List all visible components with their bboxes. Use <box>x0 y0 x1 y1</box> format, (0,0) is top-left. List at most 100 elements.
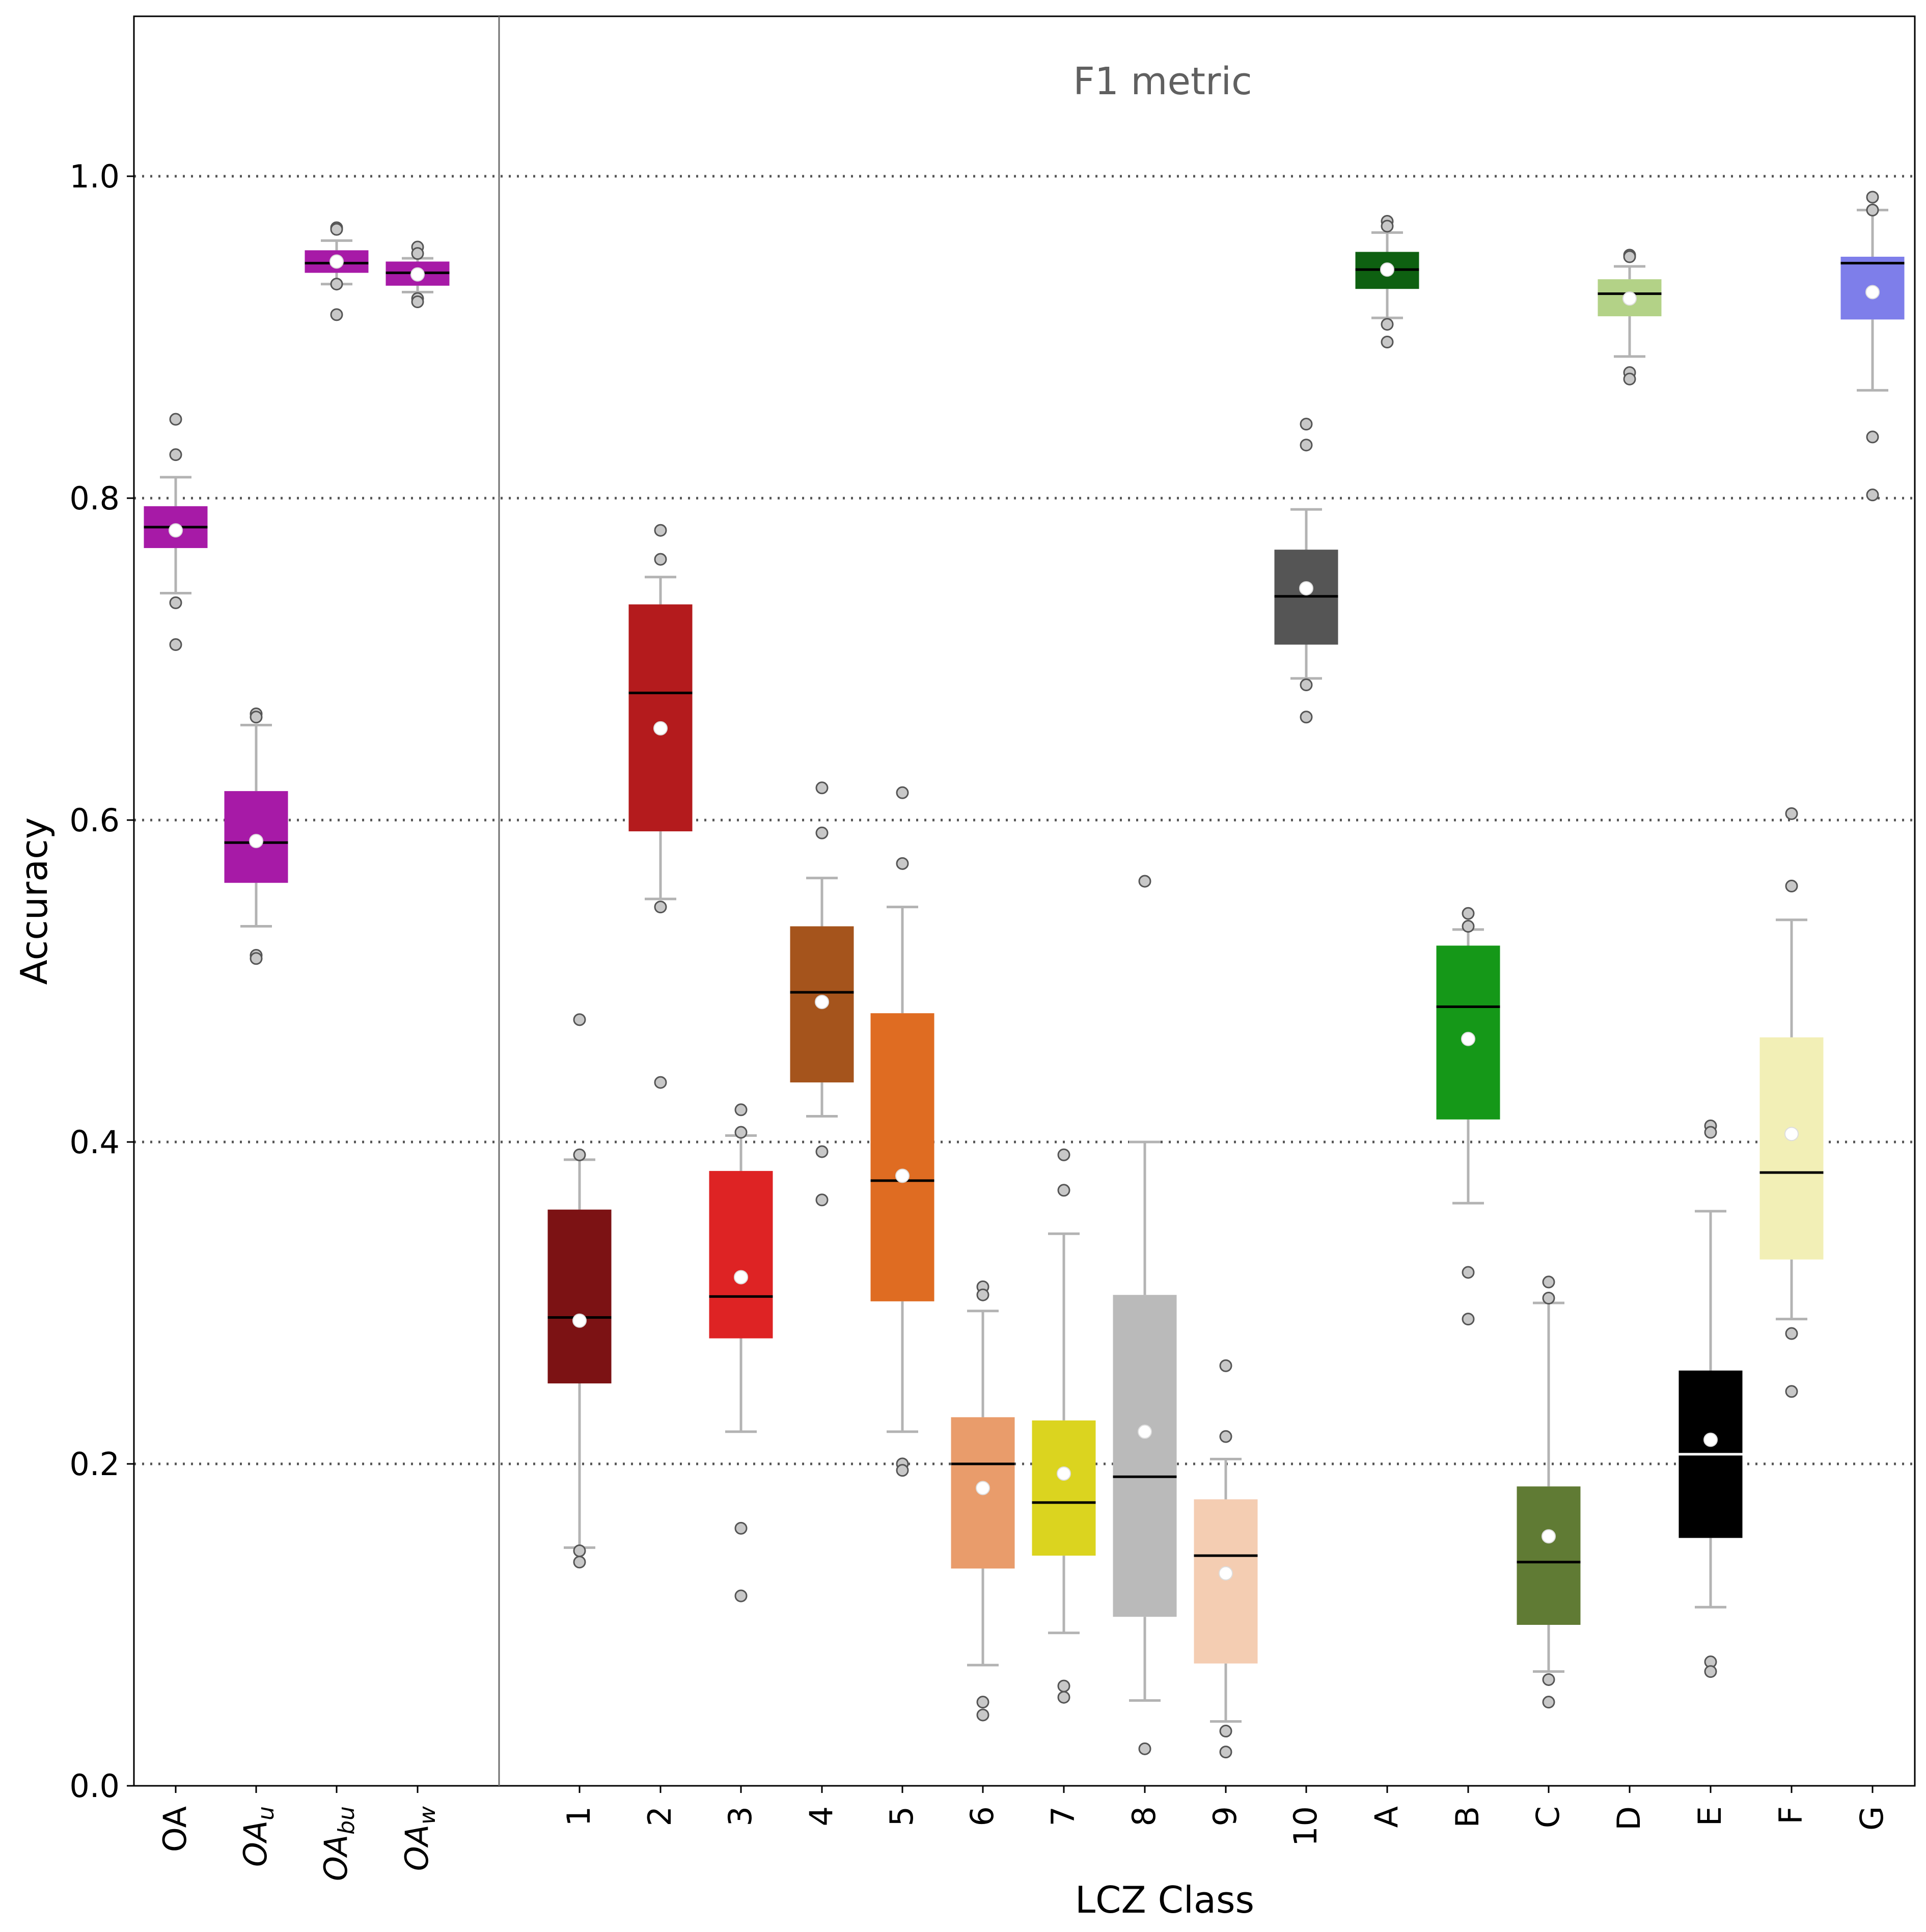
x-tick-label: D <box>1610 1806 1647 1831</box>
mean-marker <box>1057 1466 1071 1481</box>
outlier-point <box>1381 335 1394 348</box>
x-tick-label-text: 5 <box>883 1806 920 1826</box>
outlier-point <box>330 278 343 291</box>
outlier-point <box>330 308 343 321</box>
outlier-point <box>1381 220 1394 233</box>
x-tick-label: OAw <box>398 1806 441 1871</box>
outlier-point <box>1542 1696 1555 1709</box>
outlier-point <box>815 1145 829 1158</box>
x-tick-label-text: 2 <box>641 1806 678 1826</box>
outlier-point <box>896 786 909 799</box>
x-tick-label: OAbu <box>317 1806 360 1881</box>
box-group <box>1840 191 1905 502</box>
y-tick-label: 1.0 <box>69 158 120 195</box>
outlier-point <box>1300 711 1313 724</box>
outlier-point <box>896 1464 909 1477</box>
x-tick-label: A <box>1368 1806 1405 1828</box>
outlier-point <box>654 524 667 537</box>
box-plots <box>144 191 1905 1759</box>
x-tick-label: 3 <box>722 1806 759 1826</box>
outlier-point <box>1866 203 1879 216</box>
x-tick-label-text: G <box>1853 1806 1890 1831</box>
box-iqr <box>1113 1295 1177 1617</box>
mean-marker <box>1219 1566 1233 1581</box>
mean-marker <box>1461 1031 1475 1046</box>
outlier-point <box>815 826 829 839</box>
x-tick-label-text: OA <box>237 1820 274 1867</box>
box-iqr <box>628 604 693 832</box>
x-tick-label-text: 3 <box>722 1806 759 1826</box>
mean-marker <box>1299 581 1313 595</box>
y-tick-label: 0.8 <box>69 480 120 517</box>
outlier-point <box>815 1193 829 1207</box>
box-group <box>951 1280 1015 1722</box>
outlier-point <box>1542 1275 1555 1289</box>
plot-frame <box>133 15 1916 1787</box>
box-group <box>1679 1119 1743 1678</box>
x-tick-label: C <box>1529 1806 1566 1828</box>
outlier-point <box>250 952 263 965</box>
outlier-point <box>654 553 667 566</box>
outlier-point <box>169 448 182 461</box>
mean-marker <box>653 721 668 736</box>
outlier-point <box>1866 488 1879 502</box>
outlier-point <box>1542 1292 1555 1305</box>
x-tick-label-subscript: w <box>415 1806 441 1825</box>
outlier-point <box>1138 875 1151 888</box>
x-tick-label-text: 1 <box>560 1806 597 1826</box>
x-tick-label-text: 8 <box>1125 1806 1163 1826</box>
x-tick-label: F <box>1772 1806 1809 1825</box>
box-group <box>1355 214 1419 348</box>
x-tick-label: 10 <box>1287 1806 1324 1846</box>
mean-marker <box>1622 291 1637 306</box>
x-tick-label: 2 <box>641 1806 678 1826</box>
outlier-point <box>1057 1691 1070 1704</box>
outlier-point <box>976 1696 989 1709</box>
box-group <box>709 1103 773 1602</box>
outlier-point <box>1300 439 1313 452</box>
box-group <box>1274 418 1338 724</box>
mean-marker <box>572 1313 587 1328</box>
box-group <box>870 786 934 1477</box>
y-axis: 0.0 0.2 0.4 0.6 0.8 1.0 <box>69 158 134 1805</box>
x-tick-label-subscript: bu <box>334 1806 360 1835</box>
outlier-point <box>1300 678 1313 692</box>
mean-marker <box>1138 1424 1152 1439</box>
outlier-point <box>1623 250 1636 263</box>
y-tick-label: 0.2 <box>69 1446 120 1483</box>
outlier-point <box>169 638 182 651</box>
mean-marker <box>410 267 425 282</box>
x-tick-label: OAu <box>237 1806 279 1867</box>
outlier-point <box>1542 1673 1555 1686</box>
outlier-point <box>330 223 343 236</box>
outlier-point <box>573 1544 586 1558</box>
outlier-point <box>169 413 182 426</box>
y-axis-label: Accuracy <box>13 818 56 985</box>
outlier-point <box>1785 880 1798 893</box>
outlier-point <box>1057 1679 1070 1693</box>
outlier-point <box>896 857 909 870</box>
x-tick-label: B <box>1449 1806 1486 1828</box>
mean-marker <box>249 834 263 849</box>
outlier-point <box>976 1288 989 1301</box>
outlier-point <box>573 1148 586 1161</box>
box-iqr <box>547 1209 612 1383</box>
x-tick-label: G <box>1853 1806 1890 1831</box>
x-tick-label-text: OA <box>156 1806 194 1852</box>
box-group <box>628 524 693 1089</box>
outlier-point <box>1300 418 1313 431</box>
mean-marker <box>329 254 344 269</box>
outlier-point <box>1057 1148 1070 1161</box>
box-iqr <box>1032 1420 1096 1556</box>
outlier-point <box>654 1076 667 1089</box>
mean-marker <box>976 1481 990 1495</box>
box-group <box>386 240 450 308</box>
box-iqr <box>870 1013 934 1301</box>
mean-marker <box>734 1270 748 1285</box>
outlier-point <box>1462 920 1475 933</box>
box-iqr <box>1517 1486 1581 1625</box>
x-tick-label-text: 9 <box>1206 1806 1244 1826</box>
grid-lines <box>134 175 1915 1465</box>
